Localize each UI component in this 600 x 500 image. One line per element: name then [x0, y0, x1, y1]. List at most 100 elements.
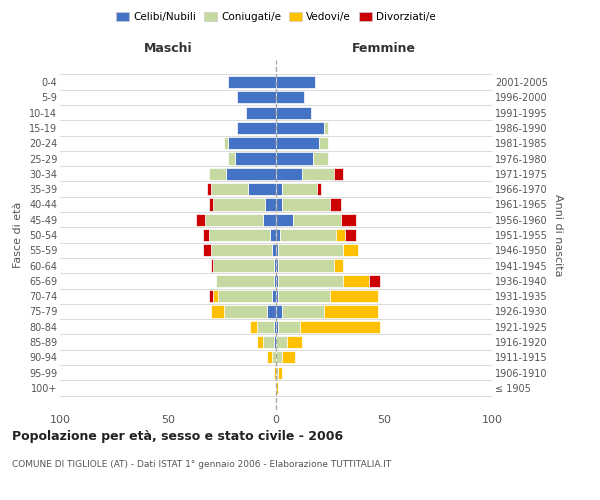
Bar — [211, 183, 248, 195]
Bar — [343, 275, 369, 287]
Bar — [276, 198, 283, 210]
Bar — [276, 290, 278, 302]
Bar — [274, 336, 276, 348]
Bar — [237, 122, 276, 134]
Bar — [224, 306, 268, 318]
Bar — [293, 214, 341, 226]
Bar — [211, 306, 224, 318]
Bar — [276, 229, 280, 241]
Bar — [209, 198, 214, 210]
Y-axis label: Anni di nascita: Anni di nascita — [553, 194, 563, 276]
Bar — [287, 336, 302, 348]
Text: Maschi: Maschi — [143, 42, 193, 55]
Bar — [276, 91, 304, 104]
Bar — [313, 152, 328, 164]
Bar — [276, 106, 311, 118]
Bar — [214, 260, 274, 272]
Bar — [337, 229, 345, 241]
Bar — [345, 229, 356, 241]
Bar — [319, 137, 328, 149]
Bar — [207, 183, 211, 195]
Bar — [369, 275, 380, 287]
Bar — [203, 244, 211, 256]
Bar — [224, 137, 229, 149]
Bar — [214, 290, 218, 302]
Bar — [283, 183, 317, 195]
Bar — [250, 320, 257, 333]
Bar — [278, 244, 343, 256]
Bar — [276, 275, 278, 287]
Bar — [246, 106, 276, 118]
Bar — [334, 260, 343, 272]
Bar — [263, 336, 274, 348]
Bar — [283, 306, 323, 318]
Bar — [276, 137, 319, 149]
Bar — [257, 320, 274, 333]
Bar — [209, 290, 214, 302]
Bar — [302, 168, 334, 180]
Bar — [276, 244, 278, 256]
Bar — [276, 122, 323, 134]
Bar — [268, 306, 276, 318]
Bar — [215, 275, 274, 287]
Bar — [272, 290, 276, 302]
Bar — [278, 290, 330, 302]
Bar — [257, 336, 263, 348]
Bar — [248, 183, 276, 195]
Bar — [343, 244, 358, 256]
Bar — [205, 214, 263, 226]
Text: Femmine: Femmine — [352, 42, 416, 55]
Bar — [276, 183, 283, 195]
Bar — [211, 260, 214, 272]
Bar — [229, 76, 276, 88]
Bar — [278, 320, 300, 333]
Bar — [272, 352, 276, 364]
Legend: Celibi/Nubili, Coniugati/e, Vedovi/e, Divorziati/e: Celibi/Nubili, Coniugati/e, Vedovi/e, Di… — [112, 8, 440, 26]
Bar — [276, 306, 283, 318]
Y-axis label: Fasce di età: Fasce di età — [13, 202, 23, 268]
Bar — [274, 320, 276, 333]
Bar — [276, 336, 287, 348]
Bar — [276, 152, 313, 164]
Bar — [330, 198, 341, 210]
Bar — [276, 168, 302, 180]
Bar — [226, 168, 276, 180]
Bar — [274, 260, 276, 272]
Bar — [278, 275, 343, 287]
Bar — [237, 91, 276, 104]
Bar — [269, 229, 276, 241]
Bar — [330, 290, 377, 302]
Bar — [274, 366, 276, 379]
Bar — [276, 76, 315, 88]
Bar — [278, 366, 283, 379]
Bar — [317, 183, 322, 195]
Text: COMUNE DI TIGLIOLE (AT) - Dati ISTAT 1° gennaio 2006 - Elaborazione TUTTITALIA.I: COMUNE DI TIGLIOLE (AT) - Dati ISTAT 1° … — [12, 460, 391, 469]
Bar — [276, 366, 278, 379]
Bar — [272, 244, 276, 256]
Bar — [196, 214, 205, 226]
Bar — [334, 168, 343, 180]
Bar — [276, 320, 278, 333]
Text: Popolazione per età, sesso e stato civile - 2006: Popolazione per età, sesso e stato civil… — [12, 430, 343, 443]
Bar — [209, 168, 226, 180]
Bar — [214, 198, 265, 210]
Bar — [276, 214, 293, 226]
Bar — [276, 352, 283, 364]
Bar — [341, 214, 356, 226]
Bar — [323, 122, 328, 134]
Bar — [235, 152, 276, 164]
Bar — [229, 137, 276, 149]
Bar — [203, 229, 209, 241]
Bar — [274, 275, 276, 287]
Bar — [268, 352, 272, 364]
Bar — [300, 320, 380, 333]
Bar — [263, 214, 276, 226]
Bar — [265, 198, 276, 210]
Bar — [278, 260, 334, 272]
Bar — [323, 306, 377, 318]
Bar — [218, 290, 272, 302]
Bar — [209, 229, 269, 241]
Bar — [276, 382, 278, 394]
Bar — [276, 260, 278, 272]
Bar — [211, 244, 272, 256]
